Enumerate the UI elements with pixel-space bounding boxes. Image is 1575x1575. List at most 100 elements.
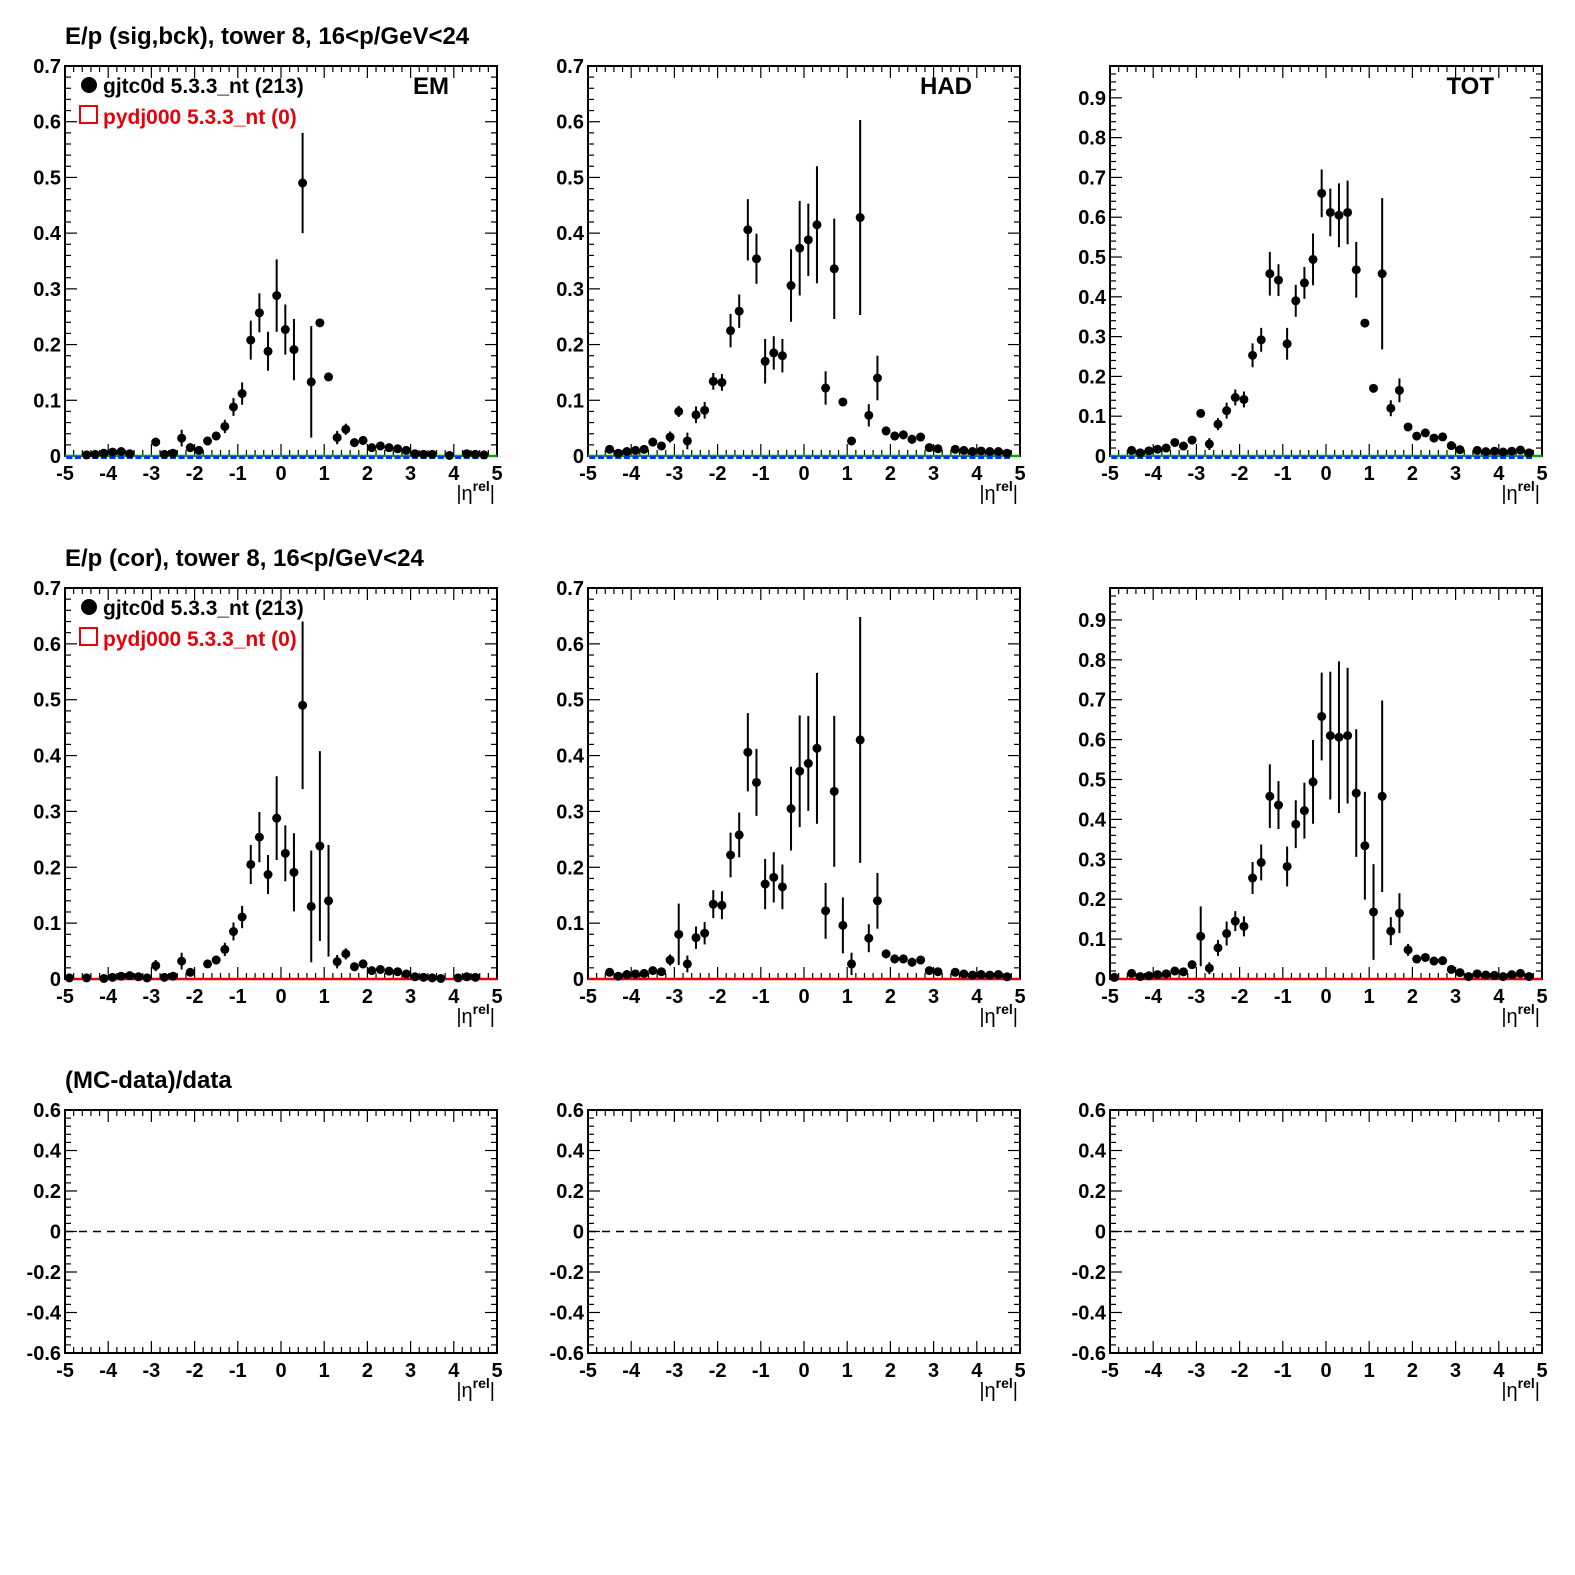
x-tick-label: 5 [491, 463, 502, 485]
bck-marker [1448, 456, 1455, 459]
data-point [821, 383, 831, 393]
data-point [479, 450, 489, 460]
data-point [1507, 970, 1517, 980]
data-point [1515, 968, 1525, 978]
bck-marker [403, 456, 410, 459]
bck-marker [909, 456, 915, 459]
data-point [393, 967, 403, 977]
bck-marker [247, 456, 254, 459]
legend-marker-data [81, 599, 97, 615]
x-tick-label: 3 [928, 1360, 939, 1382]
data-point [427, 449, 437, 459]
data-point [838, 397, 848, 407]
y-tick-label: 0.7 [33, 56, 61, 78]
bck-marker [796, 456, 803, 459]
data-point [786, 804, 796, 814]
data-point [1369, 907, 1379, 917]
data-point [1256, 857, 1266, 867]
data-point [444, 450, 454, 460]
data-point [622, 970, 632, 980]
data-point [777, 882, 787, 892]
data-point [1429, 433, 1439, 443]
data-point [1403, 945, 1413, 955]
data-point [453, 973, 463, 983]
bck-marker [221, 456, 228, 459]
data-point [1291, 819, 1301, 829]
y-tick-label: 0.4 [556, 223, 585, 245]
y-tick-label: 0 [50, 969, 61, 991]
data-point [847, 959, 857, 969]
bck-marker [658, 456, 665, 459]
data-point [1265, 269, 1275, 279]
data-point [613, 448, 623, 458]
x-tick-label: 4 [1493, 986, 1505, 1008]
legend-marker-mc [79, 627, 98, 646]
x-tick-label: 5 [1014, 1360, 1025, 1382]
data-point [967, 970, 977, 980]
data-point [976, 446, 986, 456]
x-tick-label: 0 [1320, 986, 1331, 1008]
x-tick-label: -3 [143, 1360, 161, 1382]
data-point [1369, 383, 1379, 393]
bck-marker [684, 456, 691, 459]
x-tick-label: -3 [666, 986, 684, 1008]
y-tick-label: 0.2 [1078, 1181, 1106, 1203]
data-point [177, 956, 187, 966]
data-point [1230, 916, 1240, 926]
x-tick-label: -1 [1274, 1360, 1292, 1382]
data-point [1299, 278, 1309, 288]
data-point [99, 448, 109, 458]
x-tick-label: -1 [752, 986, 770, 1008]
bck-marker [1206, 456, 1213, 459]
bck-marker [1439, 456, 1446, 459]
data-point [108, 447, 118, 457]
x-tick-label: 3 [405, 463, 416, 485]
bck-marker [1163, 456, 1170, 459]
bck-marker [256, 456, 263, 459]
bck-marker [813, 456, 820, 459]
data-point [289, 345, 299, 355]
data-point [367, 966, 377, 976]
data-point [691, 933, 701, 943]
x-tick-label: -2 [709, 986, 727, 1008]
x-tick-label: -5 [56, 463, 74, 485]
bck-marker [394, 456, 401, 459]
bck-marker [368, 456, 375, 459]
x-tick-label: -1 [229, 463, 247, 485]
bck-marker [1215, 456, 1221, 459]
row-title-ratio: (MC-data)/data [65, 1067, 232, 1094]
x-axis-label: |ηrel| [456, 478, 495, 505]
bck-marker [744, 456, 751, 459]
x-tick-label: 1 [319, 986, 330, 1008]
bck-marker [978, 456, 985, 459]
data-point [151, 961, 161, 971]
data-point [1196, 408, 1206, 418]
data-point [1178, 967, 1188, 977]
y-tick-label: -0.2 [27, 1262, 61, 1284]
x-tick-label: 1 [1364, 986, 1375, 1008]
plot-panel-7: -5 -4 -3 -2 -1 0 1 2 3 4 5 -0.6 -0.4 -0.2 0 0.2 0.4 0.6 |η… [550, 1100, 1026, 1402]
bck-marker [710, 456, 717, 459]
data-point [341, 424, 351, 434]
data-point [1239, 394, 1249, 404]
x-tick-label: 3 [1450, 1360, 1461, 1382]
bck-marker [632, 456, 639, 459]
data-point [1498, 447, 1508, 457]
bck-marker [1500, 456, 1507, 459]
data-point [1351, 788, 1361, 798]
data-point [237, 912, 247, 922]
data-point [751, 777, 761, 787]
data-point [812, 220, 822, 230]
data-point [1481, 970, 1491, 980]
bck-marker [1431, 456, 1437, 459]
x-tick-label: -2 [1231, 463, 1249, 485]
plot-panel-4: -5 -4 -3 -2 -1 0 1 2 3 4 5 0 0.1 0.2 0.3 0.4 0.5 0.6 0.7 |η… [556, 578, 1025, 1028]
bck-marker [693, 456, 699, 459]
data-point [272, 291, 282, 301]
x-axis-label: |ηrel| [979, 1375, 1018, 1402]
bck-marker [641, 456, 648, 459]
data-point [1248, 873, 1258, 883]
x-tick-label: -3 [1188, 1360, 1206, 1382]
data-point [1386, 403, 1396, 413]
y-tick-label: 0.3 [556, 801, 584, 823]
